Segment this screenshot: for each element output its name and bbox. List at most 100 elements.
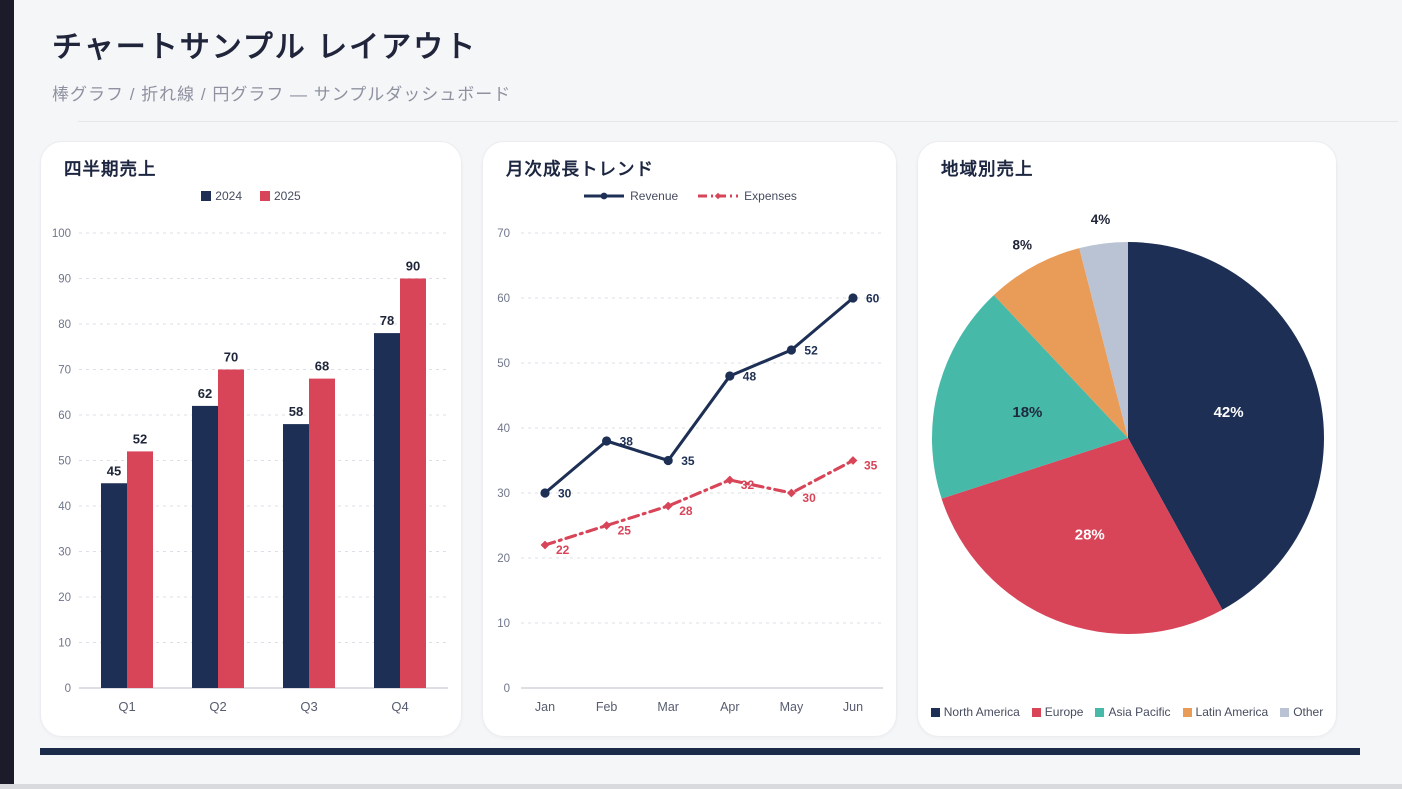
legend-label: 2024 [215,189,242,203]
footer-divider-bar [40,748,1360,755]
legend-label: North America [943,705,1020,719]
svg-text:Q2: Q2 [209,699,226,714]
legend-item-2024: 2024 [201,189,242,203]
legend-label: Revenue [630,189,679,203]
svg-text:52: 52 [804,344,818,358]
dashboard-page: チャートサンプル レイアウト 棒グラフ / 折れ線 / 円グラフ — サンプルダ… [14,0,1402,784]
legend-item-Revenue: Revenue [582,189,678,203]
legend-swatch [260,191,270,201]
legend-swatch [1031,707,1041,717]
svg-text:0: 0 [65,683,71,695]
svg-text:90: 90 [58,274,71,286]
legend-item-other: Other [1280,705,1323,719]
legend-label: Expenses [744,189,797,203]
bar-chart-card: 四半期売上 2024 2025 0 10 20 30 40 50 60 70 80 90 100 45 5… [40,141,462,737]
svg-text:90: 90 [406,259,420,274]
legend-label: Latin America [1195,705,1269,719]
svg-text:Feb: Feb [596,700,618,714]
bar-Q4-2025 [400,278,426,688]
legend-item-2025: 2025 [260,189,301,203]
marker-Revenue [848,293,858,303]
bar-Q1-2024 [101,483,127,688]
marker-Expenses [725,475,735,485]
svg-text:48: 48 [743,370,757,384]
charts-row: 四半期売上 2024 2025 0 10 20 30 40 50 60 70 80 90 100 45 5… [40,141,1337,737]
svg-text:10: 10 [58,638,71,650]
bar-chart-title: 四半期売上 [64,159,157,179]
svg-text:20: 20 [58,592,71,604]
svg-text:25: 25 [618,524,632,538]
bar-chart: 0 10 20 30 40 50 60 70 80 90 100 45 52 Q1 62 70 Q2 58 68 Q3… [52,228,448,714]
marker-Expenses [848,456,858,465]
pie-slice-Latin America [993,248,1128,438]
legend-label: Other [1293,705,1324,719]
pie-slice-Other [1079,242,1128,438]
page-subtitle: 棒グラフ / 折れ線 / 円グラフ — サンプルダッシュボード [52,85,512,104]
svg-text:Jun: Jun [843,700,863,714]
svg-text:60: 60 [497,293,510,305]
legend-swatch [930,707,940,717]
legend-item-europe: Europe [1031,705,1084,719]
pie-chart-title: 地域別売上 [941,159,1034,179]
svg-text:62: 62 [198,386,212,401]
svg-text:80: 80 [58,319,71,331]
svg-text:45: 45 [107,463,121,478]
svg-text:30: 30 [497,488,510,500]
line-chart-title: 月次成長トレンド [506,159,654,179]
marker-Revenue [540,488,550,498]
svg-text:Mar: Mar [657,700,679,714]
svg-text:30: 30 [802,491,816,505]
svg-text:60: 60 [58,410,71,422]
svg-text:30: 30 [58,547,71,559]
pie-slice-North America [1128,242,1325,610]
legend-line-sample [698,192,739,200]
svg-text:May: May [780,700,804,714]
svg-text:58: 58 [289,404,303,419]
line-chart: 0 10 20 30 40 50 60 70 Jan Feb Mar Apr May Jun 30 38 35 4… [497,228,883,714]
svg-text:18%: 18% [1012,404,1042,421]
bar-chart-legend: 2024 2025 [41,188,461,204]
svg-text:40: 40 [497,423,510,435]
svg-text:50: 50 [497,358,510,370]
marker-Revenue [663,455,673,466]
svg-text:60: 60 [866,292,880,306]
pie-chart-card: 地域別売上 42% 28% 18% 8% 4% North America Europe A… [917,141,1337,737]
pie-chart: 42% 28% 18% 8% 4% [931,212,1325,635]
page-title: チャートサンプル レイアウト [52,31,478,64]
svg-text:100: 100 [52,228,71,240]
legend-label: Asia Pacific [1108,705,1171,719]
svg-text:Apr: Apr [720,700,739,714]
legend-label: 2025 [274,189,301,203]
pie-slice-Europe [941,438,1223,635]
legend-item-asia-pacific: Asia Pacific [1095,705,1171,719]
left-accent-bar [0,0,14,784]
svg-text:38: 38 [620,435,634,449]
marker-Revenue [602,436,612,446]
svg-text:35: 35 [681,454,695,468]
pie-slice-Asia Pacific [931,295,1128,499]
svg-text:Q1: Q1 [118,699,135,714]
bar-Q3-2024 [283,424,309,688]
svg-text:35: 35 [864,459,878,473]
bar-Q3-2025 [309,378,335,688]
svg-text:8%: 8% [1012,238,1032,253]
svg-text:10: 10 [497,618,510,630]
legend-item-latin-america: Latin America [1182,705,1269,719]
line-chart-legend: Revenue Expenses [483,188,896,204]
svg-text:32: 32 [741,478,755,492]
window-bottom-edge [0,784,1402,789]
legend-label: Europe [1044,705,1084,719]
svg-text:30: 30 [558,487,572,501]
svg-text:28: 28 [679,504,693,518]
svg-text:Q4: Q4 [391,699,408,714]
svg-text:Q3: Q3 [300,699,317,714]
legend-swatch [1280,707,1290,717]
marker-Expenses [787,488,796,498]
series-line-Expenses [543,458,855,547]
svg-text:Jan: Jan [535,700,555,714]
svg-text:50: 50 [58,456,71,468]
bar-Q2-2025 [218,369,244,688]
legend-line-sample [584,192,625,200]
svg-text:0: 0 [504,683,510,695]
bar-Q4-2024 [374,333,400,688]
